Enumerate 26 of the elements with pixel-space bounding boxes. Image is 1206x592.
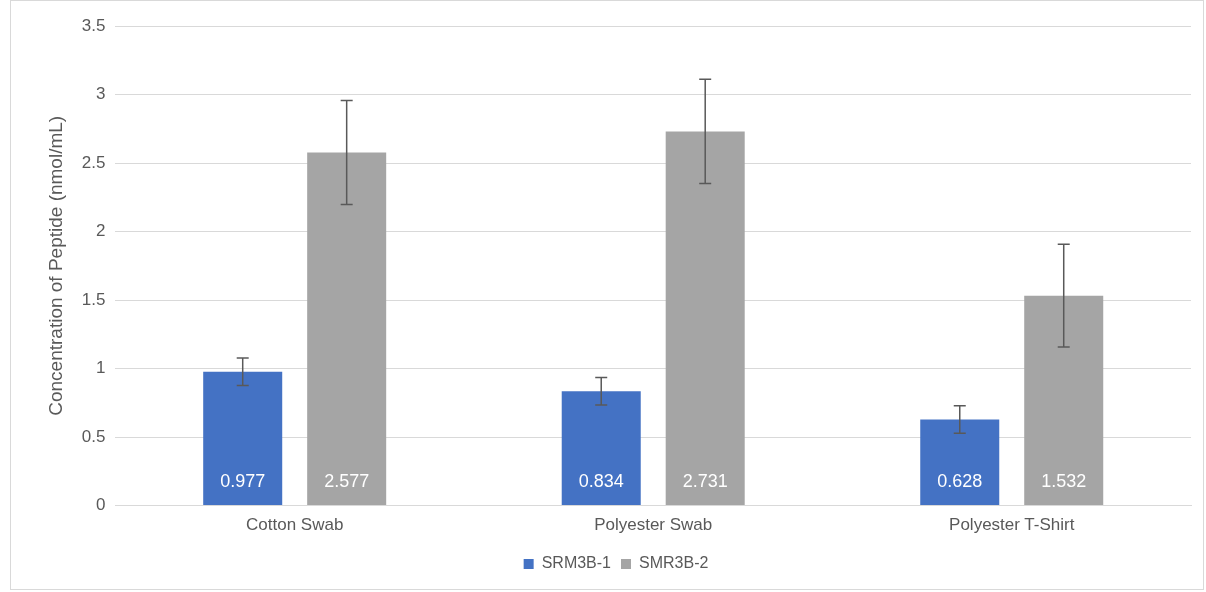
data-label: 2.731 xyxy=(682,470,728,491)
bar xyxy=(1024,295,1104,506)
data-label: 0.834 xyxy=(578,470,624,491)
data-label: 0.628 xyxy=(937,470,983,491)
bar xyxy=(561,391,641,506)
legend-label: SMR3B-2 xyxy=(639,554,709,572)
y-axis-title: Concentration of Peptide (nmol/mL) xyxy=(44,115,66,416)
data-label: 0.977 xyxy=(220,470,266,491)
legend-label: SRM3B-1 xyxy=(541,554,612,572)
x-tick-label: Polyester T-Shirt xyxy=(949,515,1075,535)
y-tick-label: 1.5 xyxy=(81,289,106,309)
bar xyxy=(665,131,745,506)
y-tick-label: 2 xyxy=(95,221,106,241)
y-tick-label: 1 xyxy=(95,358,106,378)
y-tick-label: 0 xyxy=(95,495,106,515)
x-tick-label: Cotton Swab xyxy=(246,515,344,535)
y-tick-label: 3 xyxy=(95,84,106,104)
data-label: 2.577 xyxy=(324,470,370,491)
bar xyxy=(307,152,387,506)
y-tick-label: 0.5 xyxy=(81,426,106,446)
bar xyxy=(203,371,283,506)
bar xyxy=(920,419,1000,506)
data-label: 1.532 xyxy=(1041,470,1087,491)
y-tick-label: 2.5 xyxy=(81,152,106,172)
x-tick-label: Polyester Swab xyxy=(594,515,713,535)
y-tick-label: 3.5 xyxy=(81,15,106,35)
